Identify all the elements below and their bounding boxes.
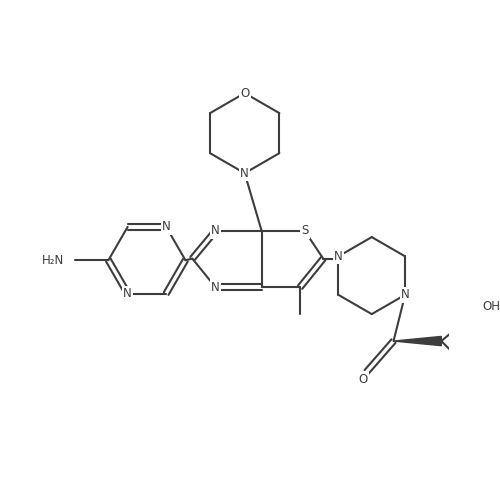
Text: S: S <box>301 224 308 237</box>
Text: O: O <box>240 86 250 100</box>
Text: N: N <box>334 250 343 263</box>
Text: O: O <box>358 373 368 386</box>
Text: N: N <box>211 224 220 237</box>
Text: N: N <box>400 288 409 302</box>
Text: N: N <box>240 166 249 179</box>
Polygon shape <box>394 336 442 345</box>
Text: OH: OH <box>482 300 500 313</box>
Text: N: N <box>162 220 170 234</box>
Text: N: N <box>124 287 132 300</box>
Text: H₂N: H₂N <box>42 254 64 266</box>
Text: N: N <box>211 280 220 293</box>
